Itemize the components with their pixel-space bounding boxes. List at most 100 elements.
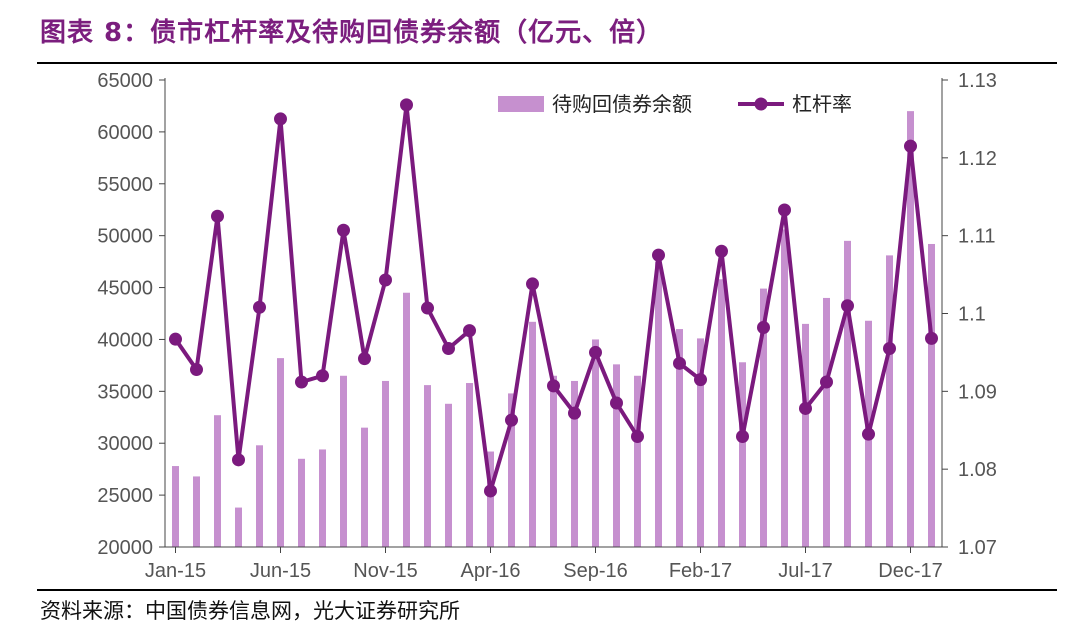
y-right-tick-label: 1.07 — [958, 537, 997, 559]
bar — [760, 288, 767, 547]
line-point — [715, 244, 728, 258]
line-point — [652, 248, 665, 262]
bar — [613, 364, 620, 547]
bar — [739, 362, 746, 547]
line-point — [316, 369, 329, 383]
line-point — [778, 203, 791, 217]
y-right-tick-label: 1.13 — [958, 70, 997, 92]
line-point — [820, 375, 833, 389]
line-point — [190, 363, 203, 377]
x-tick-label: Jul-17 — [778, 560, 832, 582]
x-tick-label: Jan-15 — [145, 560, 206, 582]
line-point — [883, 342, 896, 356]
bar — [508, 393, 515, 547]
x-tick-label: Jun-15 — [250, 560, 311, 582]
bar — [592, 339, 599, 547]
bar — [361, 427, 368, 547]
line-point — [211, 209, 224, 223]
line-point — [568, 406, 581, 420]
x-tick-label: Sep-16 — [563, 560, 628, 582]
line-point — [799, 401, 812, 415]
y-left-tick-label: 25000 — [97, 485, 153, 507]
y-left-tick-label: 45000 — [97, 278, 153, 300]
y-left-tick-label: 50000 — [97, 226, 153, 248]
x-tick-label: Apr-16 — [460, 560, 520, 582]
bar — [277, 358, 284, 547]
legend-label-bars: 待购回债券余额 — [552, 93, 692, 116]
line-point — [547, 379, 560, 393]
bar — [424, 385, 431, 547]
y-left-tick-label: 60000 — [97, 122, 153, 144]
bar — [382, 380, 389, 547]
line-point — [232, 453, 245, 467]
line-point — [904, 139, 917, 153]
line-point — [274, 112, 287, 126]
bar — [172, 466, 179, 547]
bar — [529, 321, 536, 547]
source-note: 资料来源：中国债券信息网，光大证券研究所 — [40, 599, 460, 623]
bar — [550, 375, 557, 547]
chart-axes: 20000 25000 30000 35000 40000 45000 50000 55000… — [97, 70, 997, 582]
line-point — [589, 345, 602, 359]
legend: 待购回债券余额 杠杆率 — [498, 93, 852, 116]
line-series — [169, 98, 938, 498]
bar — [340, 375, 347, 547]
line-point — [295, 375, 308, 389]
line-point — [925, 331, 938, 345]
y-right-tick-label: 1.11 — [958, 226, 995, 248]
x-tick-label: Dec-17 — [878, 560, 942, 582]
line-point — [463, 324, 476, 338]
bar — [235, 507, 242, 547]
bar-series — [172, 111, 935, 548]
line-point — [169, 332, 182, 346]
bar — [256, 445, 263, 547]
bar — [403, 292, 410, 547]
bar — [214, 415, 221, 547]
legend-swatch-marker — [754, 97, 768, 111]
y-left-tick-label: 30000 — [97, 433, 153, 455]
bar — [844, 240, 851, 547]
bar — [718, 279, 725, 547]
bar — [676, 329, 683, 547]
x-tick-label: Feb-17 — [669, 560, 732, 582]
bar — [487, 451, 494, 547]
bar — [781, 229, 788, 547]
line-point — [673, 356, 686, 370]
line-point — [694, 373, 707, 387]
line-point — [757, 321, 770, 335]
bar — [655, 261, 662, 547]
y-right-tick-label: 1.08 — [958, 459, 997, 481]
bar — [193, 476, 200, 547]
bar — [319, 449, 326, 547]
chart-title: 图表 8：债市杠杆率及待购回债券余额（亿元、倍） — [40, 18, 664, 48]
legend-swatch-bars — [498, 96, 544, 112]
line-point — [610, 396, 623, 410]
bar — [298, 458, 305, 547]
line-point — [337, 223, 350, 237]
y-left-tick-label: 35000 — [97, 381, 153, 403]
bar — [928, 243, 935, 548]
bar — [886, 255, 893, 547]
line-point — [631, 429, 644, 443]
y-left-tick-label: 55000 — [97, 174, 153, 196]
y-right-tick-label: 1.1 — [958, 304, 986, 326]
y-right-tick-label: 1.12 — [958, 148, 997, 170]
line-point — [253, 300, 266, 314]
y-left-tick-label: 40000 — [97, 329, 153, 351]
line-point — [736, 429, 749, 443]
line-point — [379, 273, 392, 287]
bar — [466, 383, 473, 547]
line-point — [484, 484, 497, 498]
legend-label-line: 杠杆率 — [792, 93, 852, 116]
bottom-rule — [37, 589, 1057, 591]
bar — [802, 323, 809, 547]
line-point — [400, 98, 413, 112]
line-point — [526, 277, 539, 291]
line-point — [862, 427, 875, 441]
y-left-tick-label: 20000 — [97, 537, 153, 559]
line-point — [841, 299, 854, 313]
bar — [634, 375, 641, 547]
bar — [823, 297, 830, 547]
x-tick-label: Nov-15 — [353, 560, 417, 582]
